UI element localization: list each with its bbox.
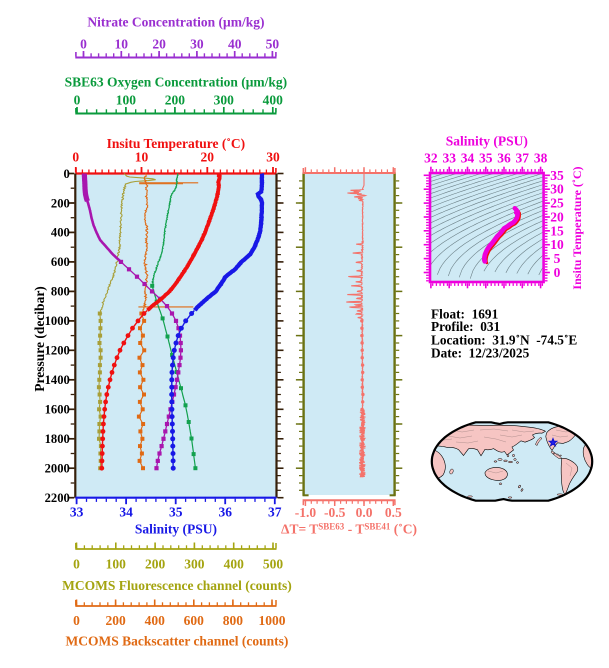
svg-text:200: 200 <box>105 613 126 628</box>
svg-text:-1.0: -1.0 <box>295 505 317 520</box>
svg-text:0: 0 <box>554 265 561 280</box>
svg-text:37: 37 <box>268 505 282 520</box>
svg-text:10: 10 <box>135 150 149 165</box>
svg-text:1200: 1200 <box>45 344 70 358</box>
svg-text:100: 100 <box>116 93 137 108</box>
svg-text:33: 33 <box>70 505 84 520</box>
svg-text:2200: 2200 <box>45 491 70 505</box>
svg-text:36: 36 <box>497 151 511 166</box>
svg-text:20: 20 <box>201 150 215 165</box>
svg-text:MCOMS Backscatter channel (cou: MCOMS Backscatter channel (counts) <box>65 634 288 649</box>
svg-text:200: 200 <box>165 93 186 108</box>
svg-text:0: 0 <box>74 93 81 108</box>
svg-text:35: 35 <box>550 168 564 183</box>
svg-text:0: 0 <box>73 613 80 628</box>
svg-text:38: 38 <box>534 151 548 166</box>
svg-text:Insitu Temperature (˚C): Insitu Temperature (˚C) <box>107 136 246 151</box>
svg-text:Date: 12/23/2025: Date: 12/23/2025 <box>431 345 530 360</box>
svg-text:10: 10 <box>115 37 129 52</box>
svg-text:800: 800 <box>223 613 244 628</box>
svg-text:0: 0 <box>73 557 80 572</box>
svg-text:40: 40 <box>228 37 242 52</box>
svg-text:Nitrate Concentration (μm/kg): Nitrate Concentration (μm/kg) <box>87 15 264 30</box>
svg-text:Salinity (PSU): Salinity (PSU) <box>446 134 528 149</box>
svg-text:0.0: 0.0 <box>356 505 373 520</box>
svg-text:30: 30 <box>190 37 204 52</box>
svg-text:Insitu Temperature (˚C): Insitu Temperature (˚C) <box>570 166 584 289</box>
svg-text:600: 600 <box>184 613 205 628</box>
svg-text:400: 400 <box>224 557 245 572</box>
svg-text:0.5: 0.5 <box>385 505 402 520</box>
svg-text:37: 37 <box>516 151 530 166</box>
svg-text:Location: 31.9˚N -74.5˚E: Location: 31.9˚N -74.5˚E <box>431 333 577 348</box>
svg-text:1400: 1400 <box>45 373 70 387</box>
svg-text:2000: 2000 <box>45 462 70 476</box>
svg-text:400: 400 <box>51 226 70 240</box>
svg-text:32: 32 <box>424 151 438 166</box>
svg-text:0: 0 <box>72 150 79 165</box>
svg-text:600: 600 <box>51 255 70 269</box>
svg-text:300: 300 <box>214 93 235 108</box>
svg-text:300: 300 <box>184 557 205 572</box>
svg-text:500: 500 <box>263 557 284 572</box>
svg-text:-0.5: -0.5 <box>324 505 346 520</box>
svg-text:100: 100 <box>106 557 127 572</box>
svg-text:200: 200 <box>51 196 70 210</box>
svg-text:35: 35 <box>479 151 493 166</box>
svg-text:34: 34 <box>119 505 133 520</box>
svg-text:800: 800 <box>51 285 70 299</box>
svg-text:Pressure (decibar): Pressure (decibar) <box>32 286 47 392</box>
svg-text:10: 10 <box>550 237 564 252</box>
svg-text:50: 50 <box>266 37 280 52</box>
svg-text:25: 25 <box>550 196 564 211</box>
svg-text:1000: 1000 <box>45 314 70 328</box>
svg-text:1800: 1800 <box>45 432 70 446</box>
svg-text:MCOMS Fluorescence channel (co: MCOMS Fluorescence channel (counts) <box>62 578 292 593</box>
svg-text:20: 20 <box>152 37 166 52</box>
svg-text:15: 15 <box>550 223 564 238</box>
svg-text:5: 5 <box>554 251 561 266</box>
svg-text:Float: 1691: Float: 1691 <box>431 307 498 322</box>
svg-text:400: 400 <box>145 613 166 628</box>
svg-text:ΔT= TSBE63 - TSBE41 (˚C): ΔT= TSBE63 - TSBE41 (˚C) <box>281 522 417 537</box>
svg-text:33: 33 <box>442 151 456 166</box>
svg-text:SBE63 Oxygen Concentration (μm: SBE63 Oxygen Concentration (μm/kg) <box>65 75 288 90</box>
svg-text:0: 0 <box>64 167 70 181</box>
svg-text:0: 0 <box>80 37 87 52</box>
svg-text:1000: 1000 <box>259 613 286 628</box>
svg-text:1600: 1600 <box>45 403 70 417</box>
svg-text:30: 30 <box>266 150 280 165</box>
svg-text:30: 30 <box>550 182 564 197</box>
svg-text:20: 20 <box>550 210 564 225</box>
svg-text:34: 34 <box>461 151 475 166</box>
svg-text:35: 35 <box>169 505 183 520</box>
svg-text:36: 36 <box>218 505 232 520</box>
svg-text:400: 400 <box>263 93 284 108</box>
svg-text:200: 200 <box>145 557 166 572</box>
svg-text:Profile: 031: Profile: 031 <box>431 319 500 334</box>
svg-text:Salinity (PSU): Salinity (PSU) <box>135 522 217 537</box>
